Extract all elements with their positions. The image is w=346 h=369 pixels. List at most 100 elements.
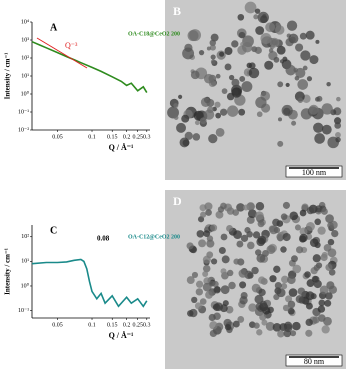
particle bbox=[306, 279, 315, 288]
particle bbox=[210, 54, 216, 60]
particle bbox=[317, 226, 326, 235]
particle bbox=[203, 277, 211, 285]
particle bbox=[255, 249, 262, 256]
particle bbox=[190, 70, 200, 80]
particle bbox=[248, 303, 257, 312]
particle bbox=[329, 220, 338, 230]
x-tick-label: 0.05 bbox=[52, 322, 63, 328]
particle bbox=[191, 296, 198, 304]
particle bbox=[272, 322, 282, 332]
particle bbox=[280, 283, 288, 290]
particle bbox=[197, 216, 205, 223]
particle bbox=[291, 120, 297, 126]
particle bbox=[257, 220, 265, 228]
particle bbox=[239, 76, 246, 82]
particle bbox=[273, 265, 281, 273]
particle bbox=[277, 140, 284, 147]
particle bbox=[256, 253, 266, 263]
y-tick-label: 10² bbox=[21, 234, 29, 240]
particle bbox=[209, 39, 216, 47]
particle bbox=[218, 247, 226, 255]
x-tick-label: 0.05 bbox=[52, 134, 63, 140]
x-tick-label: 0.2 bbox=[123, 134, 131, 140]
particle bbox=[290, 330, 297, 337]
particle bbox=[310, 293, 317, 300]
particle bbox=[206, 239, 215, 248]
particle bbox=[259, 313, 267, 321]
particle bbox=[324, 299, 332, 307]
particle bbox=[289, 211, 299, 221]
particle bbox=[291, 255, 298, 263]
particle bbox=[281, 104, 293, 117]
particle bbox=[232, 209, 239, 216]
particle bbox=[253, 14, 259, 20]
tem-image bbox=[165, 0, 346, 180]
particle bbox=[254, 46, 262, 54]
particle bbox=[226, 269, 234, 277]
particle bbox=[220, 268, 227, 275]
particle bbox=[208, 133, 218, 144]
particle bbox=[220, 233, 228, 241]
particle bbox=[202, 264, 211, 273]
particle bbox=[321, 325, 330, 334]
particle bbox=[186, 276, 195, 285]
particle bbox=[217, 206, 225, 213]
panel-label: B bbox=[173, 4, 181, 18]
particle bbox=[236, 203, 245, 212]
particle bbox=[315, 96, 320, 102]
particle bbox=[321, 208, 328, 215]
particle bbox=[221, 255, 230, 264]
particle bbox=[207, 106, 214, 114]
particle bbox=[184, 43, 193, 52]
particle bbox=[259, 300, 267, 308]
y-tick-label: 10¹ bbox=[21, 259, 29, 265]
particle bbox=[300, 50, 311, 61]
particle bbox=[256, 237, 266, 247]
particle bbox=[327, 238, 335, 246]
particle bbox=[231, 40, 239, 48]
particle bbox=[241, 81, 253, 93]
particle bbox=[334, 122, 342, 129]
particle bbox=[255, 96, 267, 109]
particle bbox=[297, 97, 304, 103]
particle bbox=[254, 211, 264, 221]
particle bbox=[328, 269, 336, 276]
particle bbox=[272, 218, 280, 227]
y-tick-label: 10⁰ bbox=[21, 282, 30, 289]
particle bbox=[205, 291, 213, 299]
particle bbox=[319, 285, 329, 295]
particle bbox=[305, 329, 313, 337]
particle bbox=[281, 275, 289, 284]
particle bbox=[253, 322, 260, 329]
particle bbox=[292, 321, 301, 331]
particle bbox=[209, 321, 218, 330]
particle bbox=[285, 64, 296, 76]
particle bbox=[239, 296, 248, 305]
particle bbox=[258, 276, 266, 284]
particle bbox=[199, 117, 207, 125]
x-tick-label: 0.15 bbox=[107, 322, 118, 328]
particle bbox=[212, 280, 219, 288]
particle bbox=[295, 295, 304, 304]
particle bbox=[305, 318, 313, 327]
x-axis-label: Q / Å⁻¹ bbox=[109, 143, 134, 152]
particle bbox=[224, 47, 233, 55]
particle bbox=[287, 275, 296, 285]
particle bbox=[273, 56, 280, 63]
particle bbox=[198, 49, 205, 56]
y-tick-label: 10⁰ bbox=[21, 90, 30, 97]
y-axis-label: Intensity / cm⁻¹ bbox=[4, 53, 12, 100]
panel-label: D bbox=[173, 194, 182, 208]
particle bbox=[299, 235, 307, 243]
particle bbox=[314, 133, 325, 144]
particle bbox=[287, 307, 295, 315]
legend-entry: OA-C12@CeO2 200 bbox=[128, 234, 180, 240]
particle bbox=[196, 230, 205, 238]
particle bbox=[202, 271, 209, 278]
particle bbox=[331, 229, 339, 238]
particle bbox=[258, 288, 266, 297]
particle bbox=[274, 281, 282, 290]
particle bbox=[202, 255, 211, 264]
particle bbox=[317, 305, 326, 313]
particle bbox=[273, 226, 281, 234]
